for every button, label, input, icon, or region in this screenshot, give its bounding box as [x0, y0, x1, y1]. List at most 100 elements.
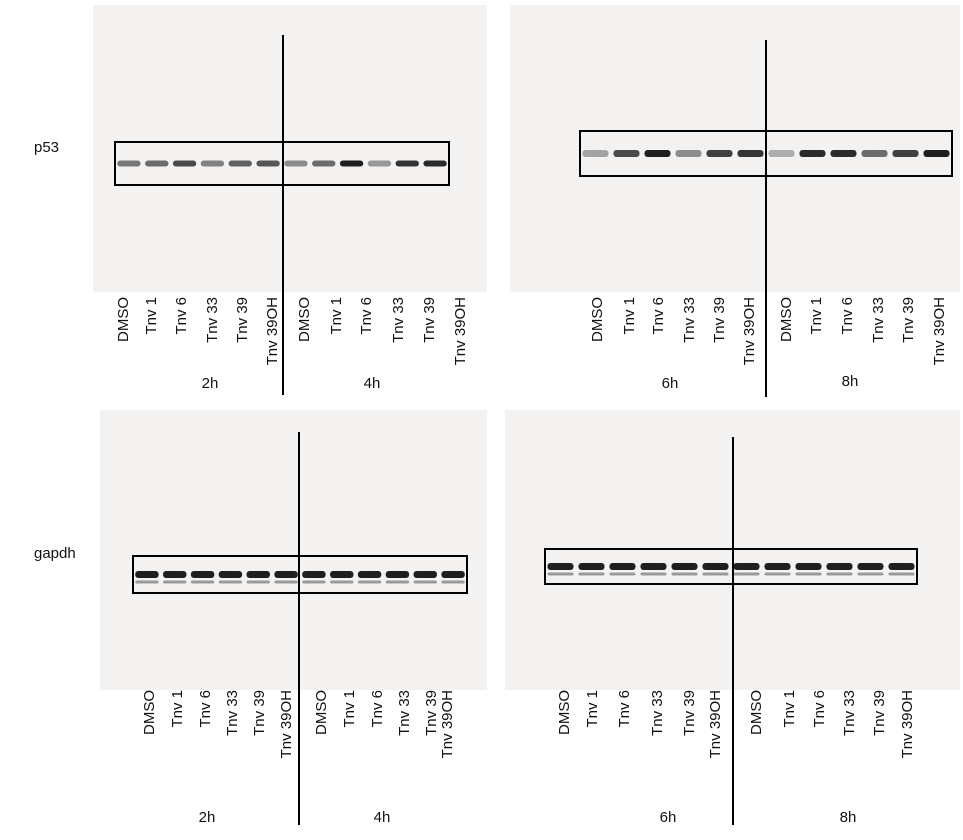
band — [830, 150, 856, 157]
band-faint — [826, 573, 852, 576]
lane-label: Tnv 39 — [871, 690, 888, 736]
band — [795, 563, 821, 570]
lane-label: DMSO — [589, 297, 606, 342]
band-faint — [274, 581, 297, 584]
band-faint — [441, 581, 464, 584]
band-faint — [795, 573, 821, 576]
band — [640, 563, 666, 570]
band-faint — [547, 573, 573, 576]
time-label: 8h — [842, 373, 859, 390]
band-faint — [191, 581, 214, 584]
band — [414, 571, 437, 578]
band — [219, 571, 242, 578]
lane-label: Tnv 33 — [649, 690, 666, 736]
lane-label: Tnv 33 — [396, 690, 413, 736]
band — [135, 571, 158, 578]
lane-label: Tnv 6 — [358, 297, 375, 335]
lane-label: Tnv 6 — [839, 297, 856, 335]
band-faint — [702, 573, 728, 576]
band-faint — [671, 573, 697, 576]
band — [861, 150, 887, 157]
band — [768, 150, 794, 157]
band-faint — [247, 581, 270, 584]
lane-label: Tnv 33 — [224, 690, 241, 736]
time-label: 2h — [202, 375, 219, 392]
lane-label: DMSO — [115, 297, 132, 342]
blot-panel: DMSOTnv 1Tnv 6Tnv 33Tnv 39Tnv 39OHDMSOTn… — [510, 5, 960, 397]
lane-label: Tnv 39 — [423, 690, 440, 736]
band-faint — [330, 581, 353, 584]
lane-label: Tnv 39OH — [899, 690, 916, 758]
lane-label: Tnv 39 — [421, 297, 438, 343]
band — [441, 571, 464, 578]
band — [340, 161, 363, 167]
band — [675, 150, 701, 157]
time-label: 8h — [840, 809, 857, 826]
lane-label: Tnv 33 — [204, 297, 221, 343]
band — [702, 563, 728, 570]
band — [247, 571, 270, 578]
lane-label: Tnv 1 — [781, 690, 798, 728]
band — [613, 150, 639, 157]
lane-label: Tnv 1 — [584, 690, 601, 728]
band — [923, 150, 949, 157]
band-faint — [764, 573, 790, 576]
lane-label: Tnv 39 — [900, 297, 917, 343]
band-faint — [857, 573, 883, 576]
row-label: p53 — [34, 139, 59, 156]
lane-label: Tnv 6 — [650, 297, 667, 335]
lane-label: DMSO — [296, 297, 313, 342]
band — [764, 563, 790, 570]
lane-label: Tnv 33 — [681, 297, 698, 343]
band — [396, 161, 419, 167]
lane-label: Tnv 39 — [251, 690, 268, 736]
band — [368, 161, 391, 167]
membrane — [93, 5, 487, 292]
band — [423, 161, 446, 167]
band — [733, 563, 759, 570]
band — [609, 563, 635, 570]
lane-label: Tnv 39 — [711, 297, 728, 343]
band-faint — [609, 573, 635, 576]
time-label: 6h — [660, 809, 677, 826]
band — [737, 150, 763, 157]
band — [274, 571, 297, 578]
band — [330, 571, 353, 578]
row-label: gapdh — [34, 545, 76, 562]
band — [229, 161, 252, 167]
lane-label: DMSO — [748, 690, 765, 735]
lane-label: Tnv 6 — [197, 690, 214, 728]
band — [578, 563, 604, 570]
band-faint — [414, 581, 437, 584]
band — [857, 563, 883, 570]
band — [302, 571, 325, 578]
lane-label: Tnv 6 — [811, 690, 828, 728]
band — [117, 161, 140, 167]
time-label: 6h — [662, 375, 679, 392]
band — [644, 150, 670, 157]
lane-label: Tnv 39OH — [931, 297, 948, 365]
lane-label: Tnv 39OH — [707, 690, 724, 758]
band — [706, 150, 732, 157]
band-faint — [640, 573, 666, 576]
band — [892, 150, 918, 157]
lane-label: Tnv 1 — [169, 690, 186, 728]
lane-label: Tnv 39OH — [278, 690, 295, 758]
band-faint — [302, 581, 325, 584]
time-label: 4h — [364, 375, 381, 392]
band — [547, 563, 573, 570]
lane-label: Tnv 39OH — [452, 297, 469, 365]
lane-label: Tnv 6 — [173, 297, 190, 335]
band — [173, 161, 196, 167]
band-faint — [578, 573, 604, 576]
band — [671, 563, 697, 570]
band-faint — [733, 573, 759, 576]
band-faint — [219, 581, 242, 584]
lane-label: Tnv 6 — [369, 690, 386, 728]
band-faint — [888, 573, 914, 576]
band — [256, 161, 279, 167]
lane-label: DMSO — [556, 690, 573, 735]
band — [145, 161, 168, 167]
western-blot-figure: p53 gapdh DMSO Tnv 1 Tnv 6 Tnv 33 Tnv 39 Tnv … — [0, 0, 963, 835]
